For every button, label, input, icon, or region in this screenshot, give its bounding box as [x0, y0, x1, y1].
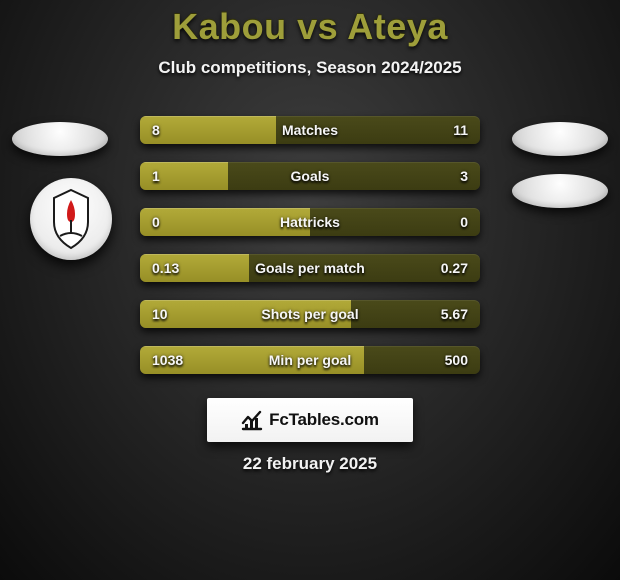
stat-row: 0Hattricks0: [140, 208, 480, 236]
date-stamp: 22 february 2025: [0, 454, 620, 474]
stat-row: 1Goals3: [140, 162, 480, 190]
stat-value-right: 11: [453, 116, 468, 144]
stat-value-right: 5.67: [441, 300, 468, 328]
stat-value-right: 500: [445, 346, 468, 374]
stat-bars: 8Matches11 1Goals3 0Hattricks0 0.13Goals pe…: [140, 116, 480, 392]
brand-chart-icon: [241, 409, 263, 431]
stat-label: Goals: [140, 162, 480, 190]
brand-text: FcTables.com: [269, 410, 379, 430]
placeholder-badge-right-2: [512, 174, 608, 208]
team-crest-svg: [30, 178, 112, 260]
stat-value-right: 0: [460, 208, 468, 236]
stat-row: 10Shots per goal5.67: [140, 300, 480, 328]
stat-label: Hattricks: [140, 208, 480, 236]
stat-row: 8Matches11: [140, 116, 480, 144]
page-title: Kabou vs Ateya: [0, 0, 620, 48]
stat-label: Matches: [140, 116, 480, 144]
stat-value-right: 0.27: [441, 254, 468, 282]
stat-label: Shots per goal: [140, 300, 480, 328]
stat-value-right: 3: [460, 162, 468, 190]
placeholder-badge-right-1: [512, 122, 608, 156]
brand-badge: FcTables.com: [207, 398, 413, 442]
page-subtitle: Club competitions, Season 2024/2025: [0, 58, 620, 78]
team-crest-left: [30, 178, 112, 260]
stat-label: Min per goal: [140, 346, 480, 374]
stat-label: Goals per match: [140, 254, 480, 282]
stat-row: 1038Min per goal500: [140, 346, 480, 374]
placeholder-badge-left-1: [12, 122, 108, 156]
stat-row: 0.13Goals per match0.27: [140, 254, 480, 282]
